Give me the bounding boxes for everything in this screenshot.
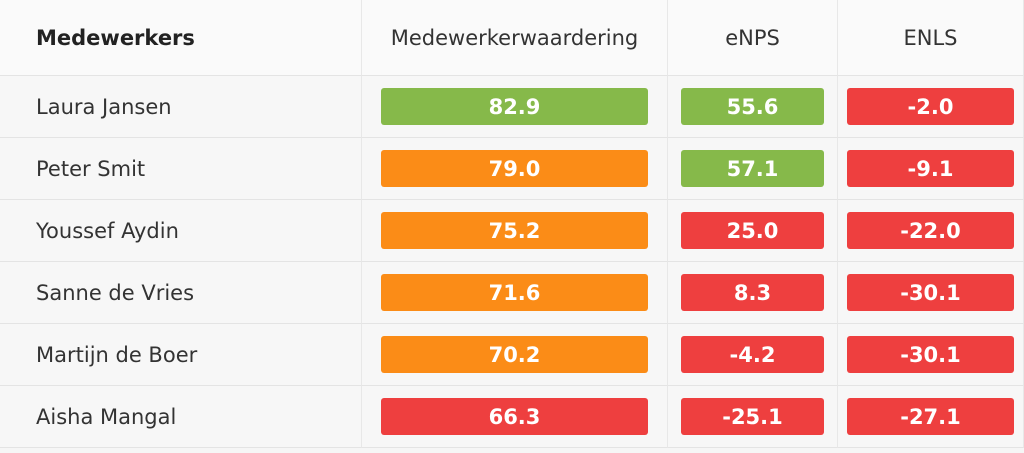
value-cell: 70.2 bbox=[362, 324, 668, 386]
score-badge: 8.3 bbox=[681, 274, 824, 311]
value-cell: 8.3 bbox=[668, 262, 838, 324]
score-badge: -30.1 bbox=[847, 336, 1014, 373]
value-cell: 25.0 bbox=[668, 200, 838, 262]
value-cell: -9.1 bbox=[838, 138, 1024, 200]
score-badge: 75.2 bbox=[381, 212, 648, 249]
value-cell: -30.1 bbox=[838, 324, 1024, 386]
score-badge: 25.0 bbox=[681, 212, 824, 249]
employee-name: Aisha Mangal bbox=[0, 386, 362, 448]
column-header: eNPS bbox=[668, 0, 838, 76]
value-cell: -30.1 bbox=[838, 262, 1024, 324]
score-badge: 57.1 bbox=[681, 150, 824, 187]
column-header: Medewerkerwaardering bbox=[362, 0, 668, 76]
score-badge: 70.2 bbox=[381, 336, 648, 373]
employee-name: Laura Jansen bbox=[0, 76, 362, 138]
value-cell: 75.2 bbox=[362, 200, 668, 262]
value-cell: 55.6 bbox=[668, 76, 838, 138]
employee-name: Sanne de Vries bbox=[0, 262, 362, 324]
score-badge: -30.1 bbox=[847, 274, 1014, 311]
employee-name: Martijn de Boer bbox=[0, 324, 362, 386]
value-cell: -4.2 bbox=[668, 324, 838, 386]
column-header: Medewerkers bbox=[0, 0, 362, 76]
value-cell: -2.0 bbox=[838, 76, 1024, 138]
score-badge: -27.1 bbox=[847, 398, 1014, 435]
value-cell: -22.0 bbox=[838, 200, 1024, 262]
employee-name: Peter Smit bbox=[0, 138, 362, 200]
value-cell: 57.1 bbox=[668, 138, 838, 200]
value-cell: 82.9 bbox=[362, 76, 668, 138]
score-badge: -25.1 bbox=[681, 398, 824, 435]
score-badge: -2.0 bbox=[847, 88, 1014, 125]
score-badge: -4.2 bbox=[681, 336, 824, 373]
score-badge: -22.0 bbox=[847, 212, 1014, 249]
score-badge: 55.6 bbox=[681, 88, 824, 125]
column-header: ENLS bbox=[838, 0, 1024, 76]
score-badge: 71.6 bbox=[381, 274, 648, 311]
score-badge: 79.0 bbox=[381, 150, 648, 187]
value-cell: 79.0 bbox=[362, 138, 668, 200]
value-cell: -27.1 bbox=[838, 386, 1024, 448]
value-cell: 71.6 bbox=[362, 262, 668, 324]
score-badge: 82.9 bbox=[381, 88, 648, 125]
employee-name: Youssef Aydin bbox=[0, 200, 362, 262]
value-cell: 66.3 bbox=[362, 386, 668, 448]
score-badge: 66.3 bbox=[381, 398, 648, 435]
value-cell: -25.1 bbox=[668, 386, 838, 448]
score-badge: -9.1 bbox=[847, 150, 1014, 187]
